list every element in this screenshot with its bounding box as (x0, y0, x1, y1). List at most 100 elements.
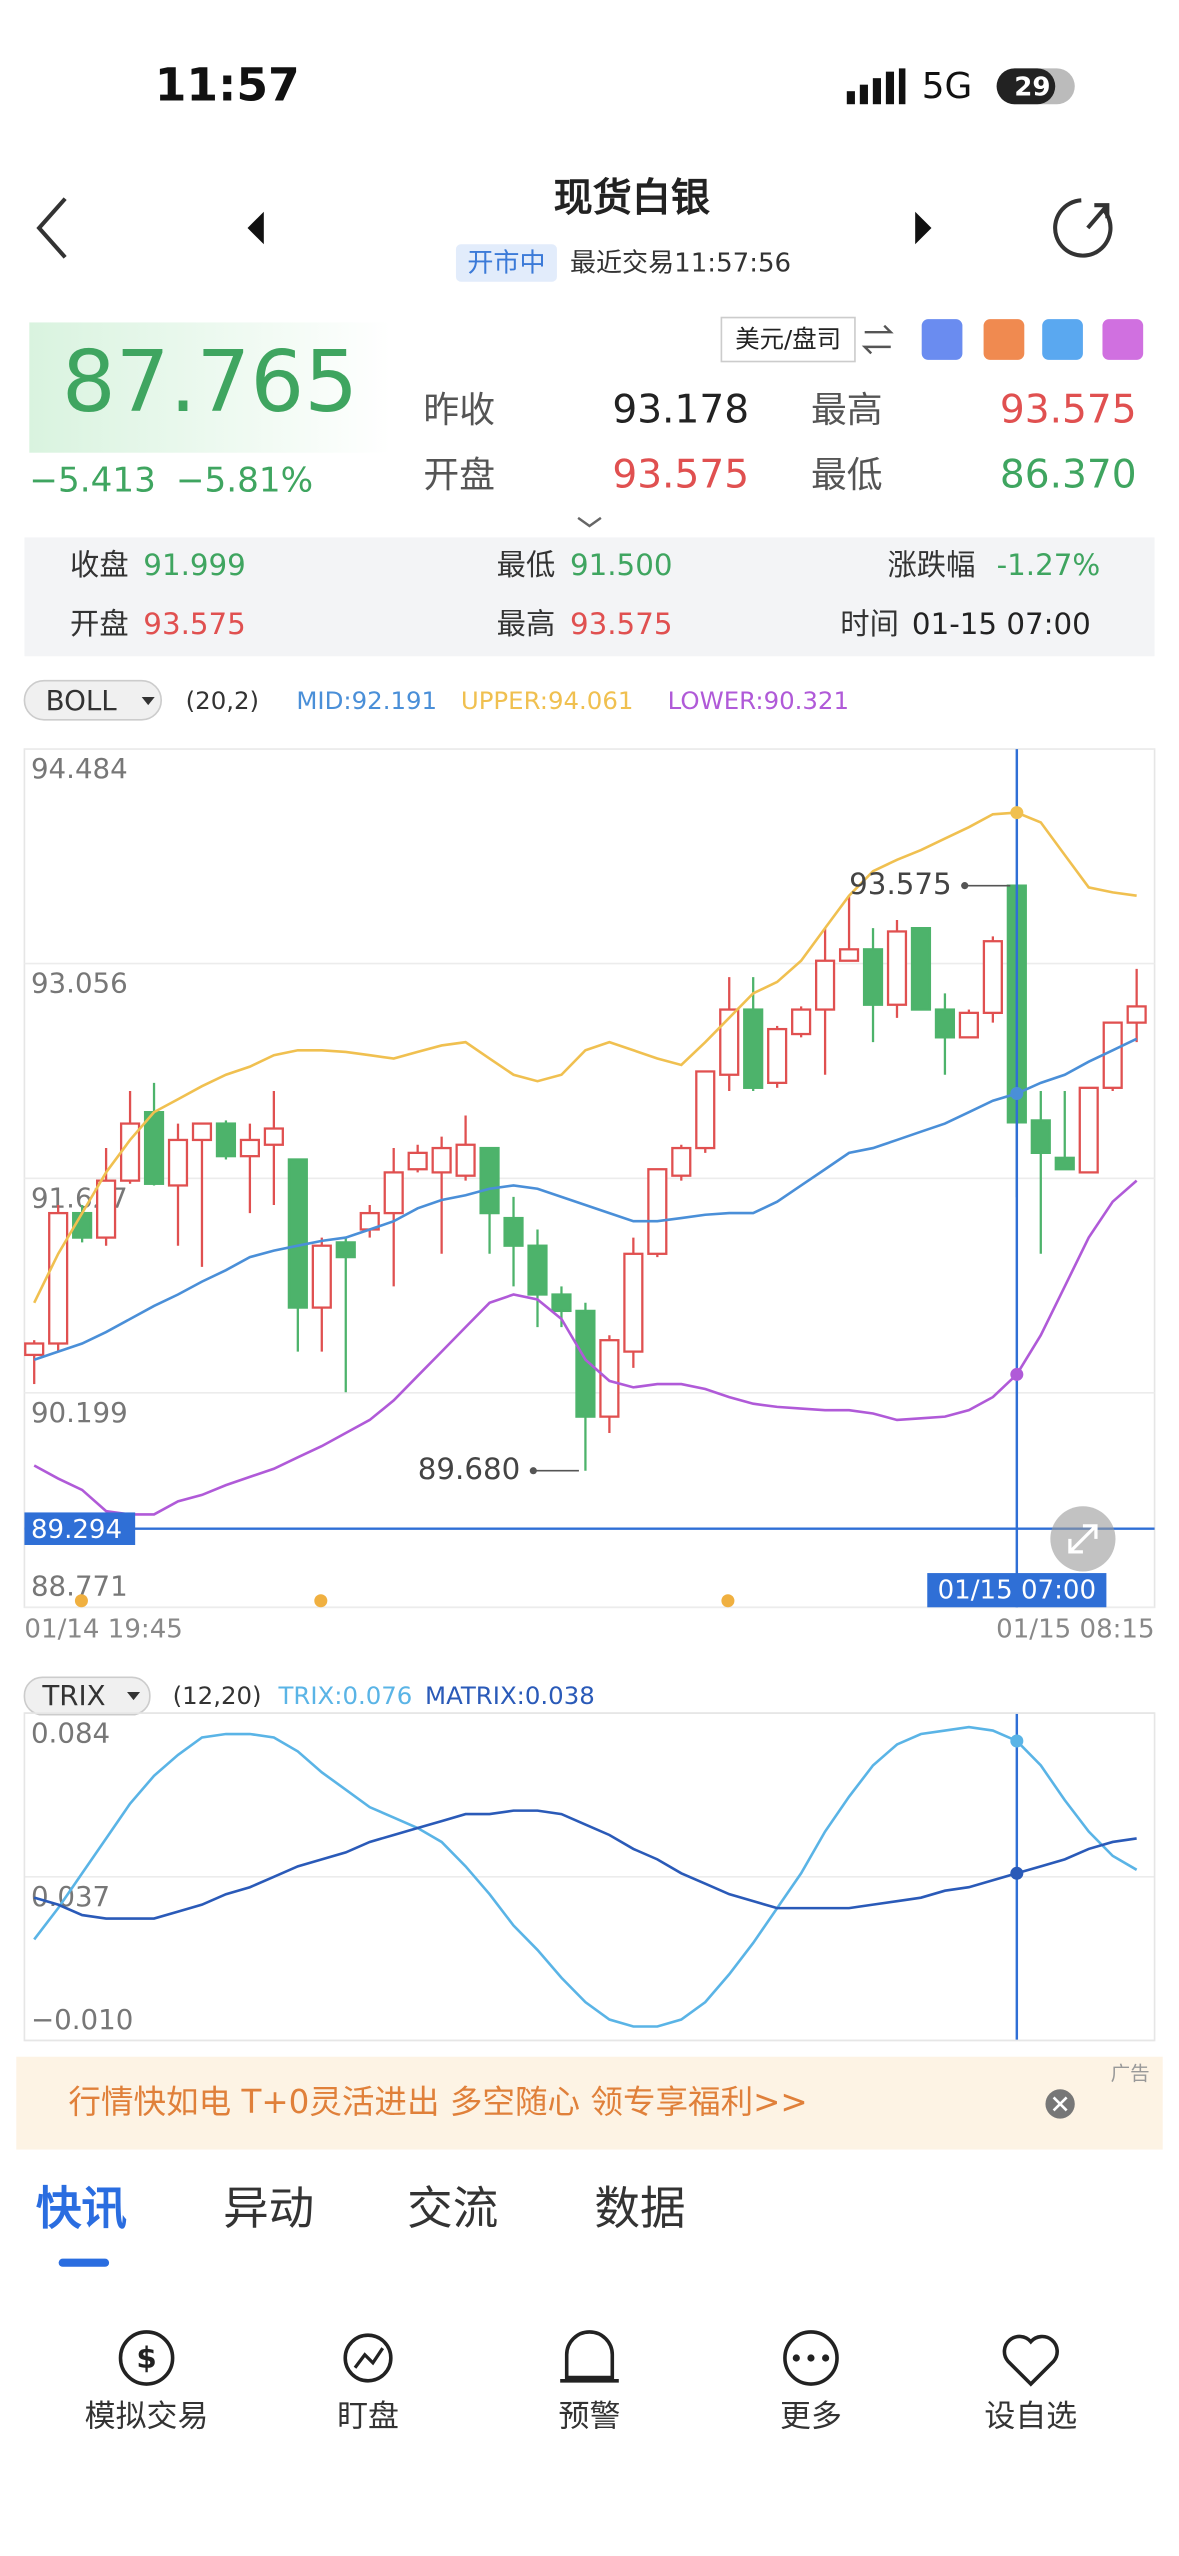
candle-body (431, 1146, 452, 1174)
info-label: 收盘 (70, 548, 129, 582)
nav-icon[interactable] (343, 2333, 393, 2383)
candle-body (886, 930, 908, 1006)
annotation-dot (529, 1467, 537, 1475)
status-badge (455, 244, 557, 282)
indicator[interactable]: BOLL (46, 684, 118, 717)
candle-body (671, 1146, 692, 1177)
battery-level (996, 68, 1056, 105)
candle-body (143, 1111, 165, 1185)
swap-icon[interactable] (861, 324, 894, 355)
indicator-select[interactable] (23, 679, 163, 721)
title: 现货白银 (554, 176, 710, 221)
battery: 29 (1014, 72, 1050, 102)
stat-value: 93.575 (612, 453, 749, 498)
tab[interactable]: 交流 (407, 2182, 498, 2235)
candle-body (934, 1008, 956, 1039)
status-time: 11:57 (155, 58, 300, 111)
candle-body (1054, 1156, 1075, 1171)
event-dot[interactable] (74, 1594, 88, 1608)
tool-icon[interactable] (1042, 319, 1083, 360)
candle-body (479, 1146, 500, 1215)
crosshair-dot (1010, 1866, 1024, 1880)
info-label: 涨跌幅 (888, 548, 976, 582)
nav-icon[interactable] (118, 2330, 175, 2386)
unit-box[interactable] (720, 316, 856, 363)
nav-label[interactable]: 预警 (559, 2399, 621, 2435)
series-line (33, 1037, 1138, 1361)
crosshair-y-box (24, 1512, 136, 1545)
candle-body (263, 1127, 284, 1146)
legend-entry: UPPER:94.061 (461, 686, 634, 715)
next-button[interactable] (915, 211, 932, 245)
signal-icon (846, 68, 906, 105)
crosshair-dot (1010, 1367, 1024, 1381)
tab[interactable]: 数据 (594, 2182, 685, 2235)
refresh-button[interactable] (1053, 198, 1113, 258)
tab[interactable]: 异动 (223, 2182, 314, 2235)
indicator-select[interactable] (23, 1676, 151, 1716)
candle-body (910, 927, 932, 1011)
nav-label[interactable]: 更多 (780, 2399, 842, 2435)
nav-glyph (353, 2347, 385, 2369)
candle-body (599, 1339, 620, 1418)
candle-body (335, 1241, 356, 1259)
candle-body (623, 1252, 644, 1353)
event-dot[interactable] (314, 1594, 328, 1608)
info-value: 91.999 (143, 548, 246, 582)
candle-body (311, 1244, 332, 1309)
info-value: 91.500 (570, 548, 673, 582)
indicator[interactable]: TRIX (41, 1679, 105, 1712)
candle-body (719, 1008, 740, 1076)
tool-icon[interactable] (983, 319, 1025, 360)
info-value: 93.575 (570, 607, 673, 641)
crosshair-x-label: 01/15 07:00 (938, 1575, 1096, 1605)
network: 5G (922, 66, 973, 107)
series-line (33, 811, 1137, 1304)
nav-icon[interactable] (560, 2330, 619, 2383)
info-bar (24, 537, 1155, 657)
candle-body (1030, 1119, 1051, 1155)
unit[interactable]: 美元/盘司 (735, 324, 841, 353)
crosshair-dot (1010, 806, 1024, 820)
candle-body (167, 1138, 189, 1187)
ad-text[interactable]: 行情快如电 T+0灵活进出 多空随心 领专享福利>> (68, 2083, 807, 2121)
nav-label[interactable]: 盯盘 (337, 2399, 399, 2435)
stat-value: 93.178 (612, 387, 749, 432)
candle-body (743, 1008, 764, 1089)
series-line (33, 1809, 1137, 1920)
info-value: -1.27% (997, 548, 1101, 582)
candle-body (383, 1171, 404, 1215)
change: −5.413 (29, 461, 156, 501)
nav-icon[interactable] (1002, 2334, 1059, 2387)
back-button[interactable] (36, 197, 67, 259)
candle-body (814, 959, 836, 1011)
tab[interactable]: 快讯 (36, 2182, 127, 2235)
nav-label[interactable]: 模拟交易 (85, 2399, 209, 2435)
expand-icon[interactable] (577, 516, 602, 528)
stat-value: 93.575 (1000, 387, 1137, 432)
dropdown-arrow (127, 1691, 141, 1701)
candle-body (767, 1027, 788, 1085)
stat-label: 最高 (811, 390, 883, 431)
info-label: 最高 (497, 607, 556, 641)
tool-icon[interactable] (921, 319, 963, 360)
event-dot[interactable] (721, 1594, 735, 1608)
prev-button[interactable] (247, 211, 264, 245)
dropdown-arrow (141, 696, 155, 706)
candle-body (695, 1070, 716, 1150)
price-bg (29, 322, 391, 453)
legend-entry: MID:92.191 (296, 686, 437, 715)
nav-icon[interactable] (783, 2330, 839, 2386)
ad-banner[interactable] (16, 2056, 1163, 2150)
legend-entry: LOWER:90.321 (668, 686, 849, 715)
tool-icon[interactable] (1102, 319, 1144, 360)
series-line (33, 1179, 1138, 1516)
tab-indicator (58, 2258, 110, 2267)
nav-label[interactable]: 设自选 (984, 2399, 1077, 2435)
candle-body (791, 1008, 812, 1036)
change-pct: −5.81% (176, 461, 313, 501)
annotation-label: 89.680 (418, 1452, 521, 1486)
stat-value: 86.370 (1000, 453, 1137, 498)
crosshair-dot (1010, 1734, 1024, 1748)
